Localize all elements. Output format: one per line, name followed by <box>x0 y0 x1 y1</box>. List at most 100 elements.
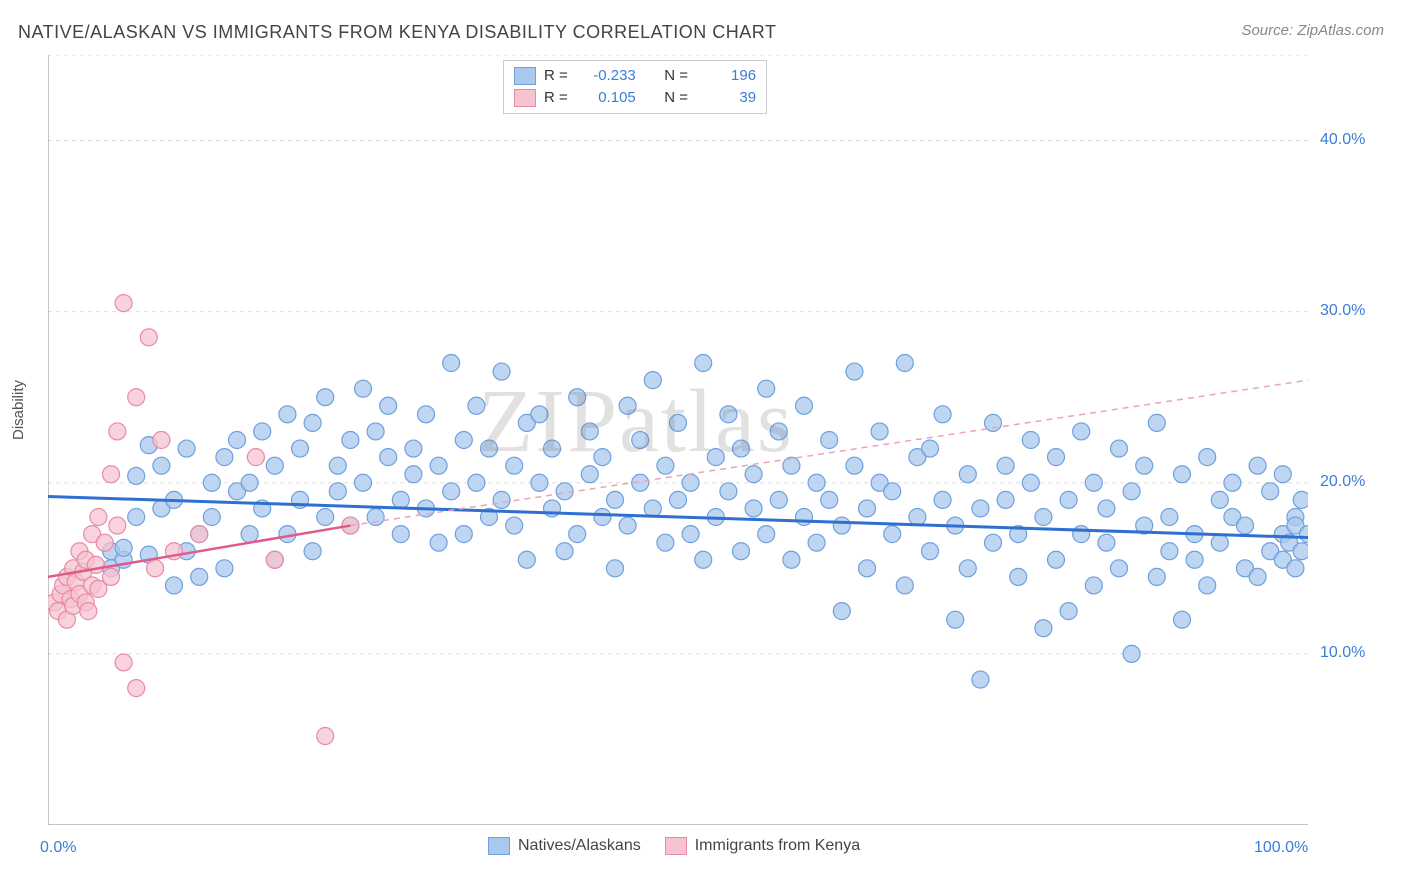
data-point <box>1022 432 1039 449</box>
data-point <box>972 671 989 688</box>
data-point <box>607 560 624 577</box>
data-point <box>1111 560 1128 577</box>
data-point <box>203 474 220 491</box>
data-point <box>1098 534 1115 551</box>
data-point <box>619 517 636 534</box>
data-point <box>178 440 195 457</box>
data-point <box>241 474 258 491</box>
data-point <box>531 406 548 423</box>
data-point <box>191 568 208 585</box>
data-point <box>859 560 876 577</box>
data-point <box>266 551 283 568</box>
data-point <box>833 517 850 534</box>
data-point <box>733 440 750 457</box>
data-point <box>531 474 548 491</box>
data-point <box>796 509 813 526</box>
data-point <box>657 457 674 474</box>
data-point <box>115 539 132 556</box>
plot-area: ZIPatlas R =-0.233 N =196R =0.105 N =39 <box>48 55 1308 825</box>
data-point <box>109 517 126 534</box>
data-point <box>304 414 321 431</box>
data-point <box>380 449 397 466</box>
data-point <box>1287 560 1304 577</box>
data-point <box>770 491 787 508</box>
data-point <box>481 440 498 457</box>
data-point <box>153 432 170 449</box>
data-point <box>1073 526 1090 543</box>
data-point <box>418 406 435 423</box>
data-point <box>1098 500 1115 517</box>
data-point <box>1148 414 1165 431</box>
data-point <box>707 449 724 466</box>
data-point <box>821 432 838 449</box>
y-tick-label: 20.0% <box>1320 473 1365 491</box>
data-point <box>1085 474 1102 491</box>
data-point <box>569 389 586 406</box>
data-point <box>103 466 120 483</box>
data-point <box>96 534 113 551</box>
data-point <box>556 543 573 560</box>
data-point <box>997 491 1014 508</box>
data-point <box>644 500 661 517</box>
data-point <box>317 509 334 526</box>
data-point <box>959 466 976 483</box>
data-point <box>720 483 737 500</box>
data-point <box>128 467 145 484</box>
data-point <box>1174 611 1191 628</box>
series-legend: Natives/AlaskansImmigrants from Kenya <box>488 837 860 855</box>
data-point <box>544 440 561 457</box>
data-point <box>304 543 321 560</box>
data-point <box>468 474 485 491</box>
data-point <box>594 449 611 466</box>
data-point <box>959 560 976 577</box>
data-point <box>1211 491 1228 508</box>
y-tick-label: 10.0% <box>1320 644 1365 662</box>
data-point <box>380 397 397 414</box>
data-point <box>821 491 838 508</box>
data-point <box>846 363 863 380</box>
data-point <box>997 457 1014 474</box>
data-point <box>342 432 359 449</box>
data-point <box>808 534 825 551</box>
legend-item: Immigrants from Kenya <box>665 837 860 855</box>
data-point <box>455 432 472 449</box>
data-point <box>770 423 787 440</box>
data-point <box>166 577 183 594</box>
data-point <box>896 577 913 594</box>
data-point <box>720 406 737 423</box>
data-point <box>808 474 825 491</box>
data-point <box>115 654 132 671</box>
data-point <box>229 432 246 449</box>
data-point <box>758 526 775 543</box>
data-point <box>934 491 951 508</box>
data-point <box>581 423 598 440</box>
data-point <box>317 389 334 406</box>
data-point <box>670 491 687 508</box>
data-point <box>128 389 145 406</box>
y-tick-label: 30.0% <box>1320 302 1365 320</box>
data-point <box>733 543 750 560</box>
data-point <box>796 397 813 414</box>
data-point <box>1199 577 1216 594</box>
data-point <box>1060 603 1077 620</box>
data-point <box>922 543 939 560</box>
scatter-plot-svg <box>48 55 1308 825</box>
data-point <box>216 449 233 466</box>
data-point <box>1224 474 1241 491</box>
data-point <box>493 491 510 508</box>
data-point <box>745 500 762 517</box>
data-point <box>1111 440 1128 457</box>
data-point <box>985 534 1002 551</box>
legend-swatch <box>514 67 536 85</box>
data-point <box>670 414 687 431</box>
data-point <box>1085 577 1102 594</box>
data-point <box>859 500 876 517</box>
data-point <box>443 483 460 500</box>
data-point <box>443 355 460 372</box>
data-point <box>909 509 926 526</box>
data-point <box>1035 620 1052 637</box>
data-point <box>871 423 888 440</box>
data-point <box>355 474 372 491</box>
data-point <box>405 466 422 483</box>
data-point <box>455 526 472 543</box>
